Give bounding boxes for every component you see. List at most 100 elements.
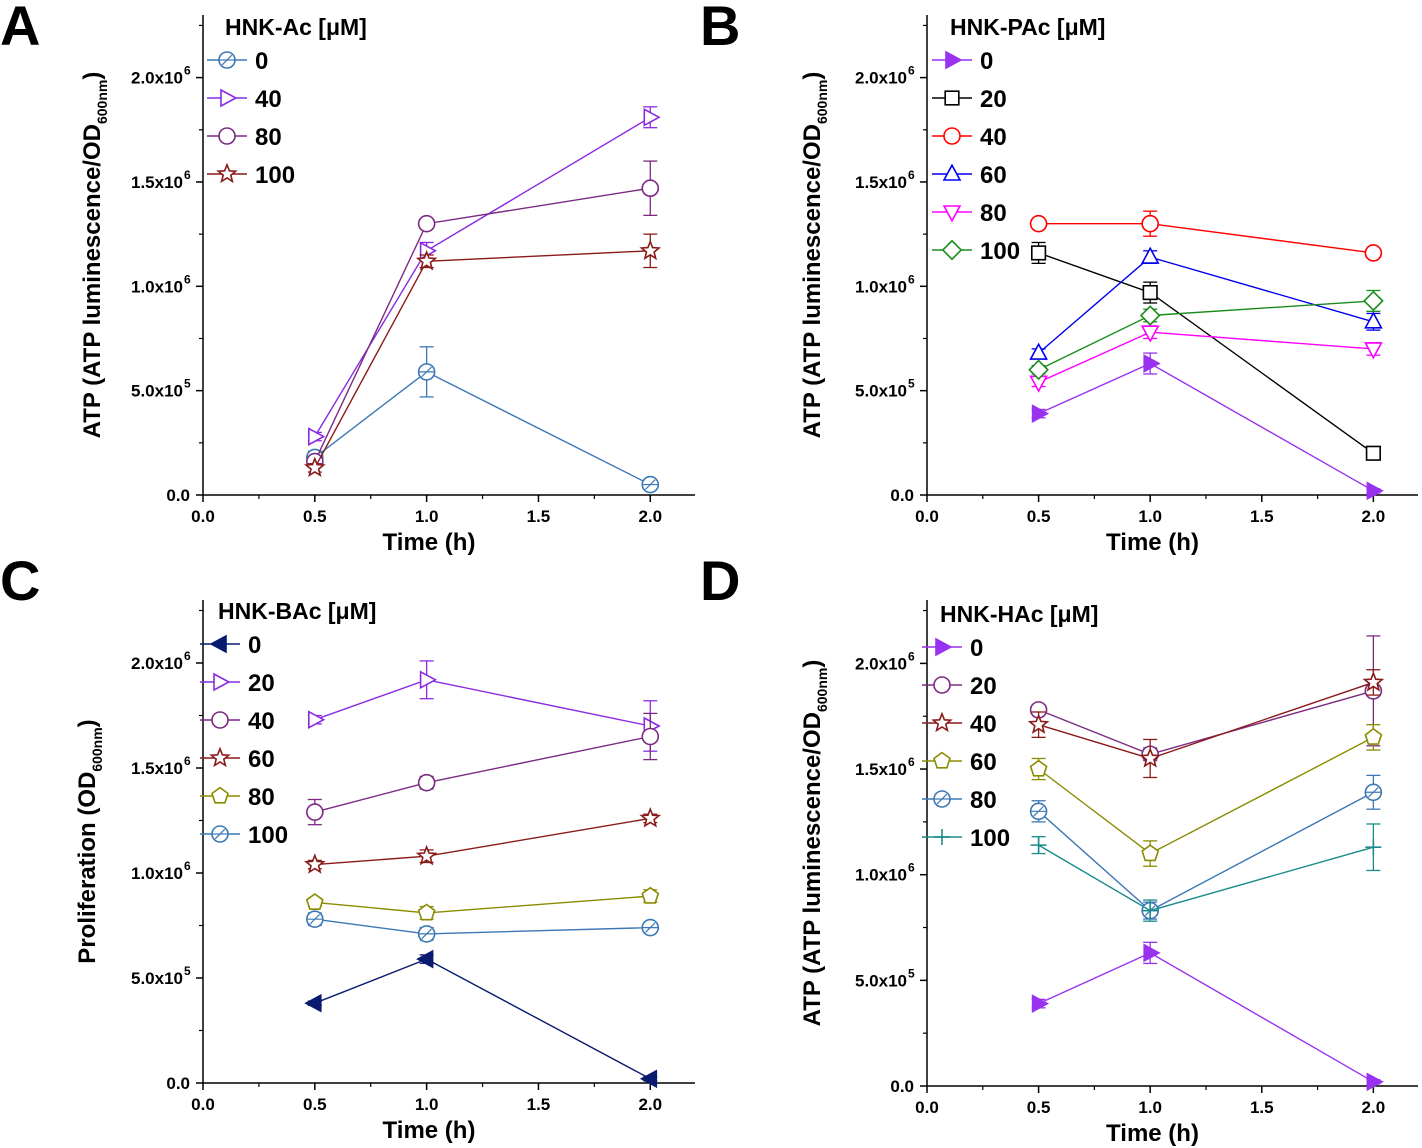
y-axis-title-end: ) xyxy=(799,660,826,668)
legend-label: 100 xyxy=(248,822,288,849)
data-point xyxy=(415,844,438,866)
data-point xyxy=(304,456,326,478)
x-tick-label: 2.0 xyxy=(1362,1098,1386,1117)
data-point xyxy=(639,1069,658,1089)
legend-marker xyxy=(211,711,229,729)
y-tick-label: 0.0 xyxy=(166,486,190,505)
data-point xyxy=(417,903,436,921)
x-axis-title: Time (h) xyxy=(383,529,476,556)
series-80 xyxy=(1029,774,1383,920)
legend-marker xyxy=(941,239,963,261)
x-tick-label: 0.0 xyxy=(915,507,939,526)
legend-label: 40 xyxy=(970,711,997,738)
legend-item: 20 xyxy=(922,673,997,700)
panel-letter: B xyxy=(700,0,740,57)
data-point xyxy=(639,807,662,828)
x-tick-label: 1.5 xyxy=(527,1095,551,1114)
series-40 xyxy=(307,106,661,446)
legend-label: 0 xyxy=(255,48,268,75)
series-line xyxy=(1038,690,1374,756)
x-axis-title: Time (h) xyxy=(383,1117,476,1144)
series-line xyxy=(1038,791,1374,912)
legend-label: 80 xyxy=(248,784,275,811)
data-point xyxy=(417,363,436,381)
legend-marker xyxy=(935,637,953,657)
legend-item: 60 xyxy=(932,162,1007,189)
legend-marker xyxy=(942,205,962,223)
legend-label: 60 xyxy=(980,162,1007,189)
legend-label: 40 xyxy=(248,708,275,735)
data-point xyxy=(417,214,436,233)
data-point xyxy=(306,803,324,821)
legend-marker xyxy=(218,127,236,145)
legend-marker xyxy=(933,751,951,769)
data-point xyxy=(1031,404,1050,423)
y-tick-exponent: 5 xyxy=(908,966,915,980)
legend-label: 0 xyxy=(970,635,983,662)
y-tick-label: 5.0x10 xyxy=(131,382,183,401)
data-point xyxy=(1141,844,1160,862)
series-100 xyxy=(1028,289,1384,381)
y-tick-exponent: 6 xyxy=(184,168,191,182)
data-point xyxy=(417,925,436,943)
legend-marker xyxy=(216,162,238,184)
legend-label: 20 xyxy=(980,86,1007,113)
series-0 xyxy=(1031,941,1384,1092)
data-point xyxy=(641,886,660,904)
legend-label: 40 xyxy=(980,124,1007,151)
x-tick-label: 0.5 xyxy=(303,1095,327,1114)
data-point xyxy=(639,239,662,261)
y-tick-label: 1.0x10 xyxy=(131,864,183,883)
legend-marker xyxy=(218,51,236,69)
data-point xyxy=(304,993,322,1013)
legend-item: 100 xyxy=(207,162,295,189)
y-tick-label: 2.0x10 xyxy=(855,69,907,88)
series-line xyxy=(314,187,651,462)
y-tick-label: 1.0x10 xyxy=(855,866,907,885)
series-line xyxy=(1038,222,1374,254)
series-line xyxy=(1038,844,1374,912)
legend-item: 80 xyxy=(207,124,282,151)
data-point xyxy=(305,893,324,911)
data-point xyxy=(417,773,436,792)
legend-item: 20 xyxy=(932,86,1007,113)
data-point xyxy=(1364,342,1383,360)
y-tick-exponent: 6 xyxy=(908,272,915,286)
y-axis-title-subscript: 600nm xyxy=(94,80,110,124)
series-line xyxy=(314,918,651,935)
series-line xyxy=(314,735,651,813)
y-tick-label: 1.0x10 xyxy=(855,277,907,296)
data-point xyxy=(1139,305,1161,326)
legend-title: HNK-BAc [μM] xyxy=(218,598,376,624)
series-line xyxy=(314,371,651,486)
legend-marker xyxy=(934,829,950,845)
data-point xyxy=(641,727,660,746)
y-tick-label: 2.0x10 xyxy=(855,654,907,673)
series-40 xyxy=(306,712,660,826)
series-line xyxy=(1038,952,1374,1083)
y-tick-exponent: 6 xyxy=(908,168,915,182)
legend-label: 100 xyxy=(970,825,1010,852)
legend-marker xyxy=(213,672,231,692)
data-point xyxy=(641,918,660,937)
panel-letter: C xyxy=(0,549,40,612)
y-axis-title: Proliferation (OD600nm) xyxy=(74,719,105,963)
legend-label: 80 xyxy=(255,124,282,151)
legend-item: 80 xyxy=(200,784,275,811)
series-60 xyxy=(304,807,662,874)
series-line xyxy=(1038,252,1374,454)
legend-marker xyxy=(211,786,229,804)
data-point xyxy=(1140,246,1160,264)
series-line xyxy=(314,250,651,469)
data-point xyxy=(1139,747,1161,768)
legend-item: 40 xyxy=(932,124,1007,151)
legend-item: 100 xyxy=(200,822,288,849)
legend-item: 100 xyxy=(932,238,1020,265)
legend-item: 20 xyxy=(200,670,275,697)
series-20 xyxy=(1029,635,1383,764)
data-point xyxy=(1364,783,1383,802)
data-point xyxy=(641,475,660,494)
legend-label: 20 xyxy=(970,673,997,700)
x-tick-label: 1.0 xyxy=(1138,507,1162,526)
legend-item: 0 xyxy=(200,632,261,659)
